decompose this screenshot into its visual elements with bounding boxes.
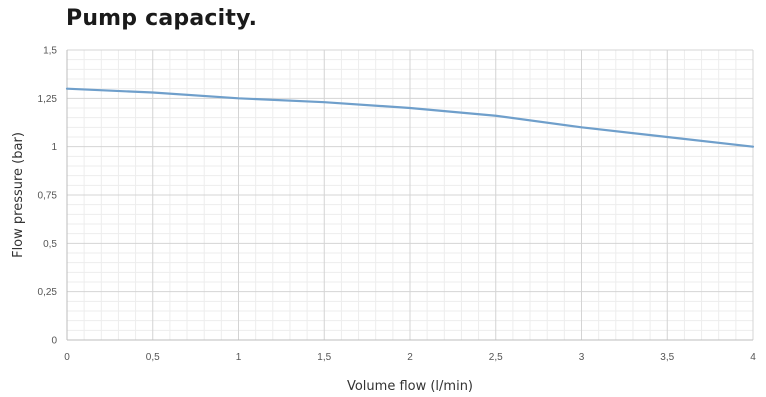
y-tick-label: 0,5 xyxy=(43,239,57,250)
x-tick-label: 3 xyxy=(579,352,585,363)
x-tick-label: 1 xyxy=(236,352,242,363)
y-tick-label: 1,5 xyxy=(43,46,57,57)
y-tick-label: 1,25 xyxy=(38,94,58,105)
y-axis-ticks: 0 0,25 0,5 0,75 1 1,25 1,5 xyxy=(38,46,58,347)
chart-title: Pump capacity. xyxy=(66,6,258,31)
y-tick-label: 0,75 xyxy=(38,191,58,202)
x-tick-label: 2,5 xyxy=(489,352,503,363)
x-tick-label: 0 xyxy=(64,352,70,363)
x-tick-label: 0,5 xyxy=(146,352,160,363)
x-axis-label: Volume flow (l/min) xyxy=(347,379,473,394)
y-tick-label: 0,25 xyxy=(38,287,58,298)
x-tick-label: 4 xyxy=(750,352,756,363)
y-tick-label: 0 xyxy=(51,336,57,347)
x-tick-label: 3,5 xyxy=(660,352,674,363)
x-tick-label: 2 xyxy=(407,352,413,363)
x-tick-label: 1,5 xyxy=(317,352,331,363)
x-axis-ticks: 0 0,5 1 1,5 2 2,5 3 3,5 4 xyxy=(64,352,756,363)
y-axis-label: Flow pressure (bar) xyxy=(11,132,26,258)
series-line xyxy=(65,87,755,148)
series-layer xyxy=(65,87,755,148)
y-tick-label: 1 xyxy=(51,142,57,153)
